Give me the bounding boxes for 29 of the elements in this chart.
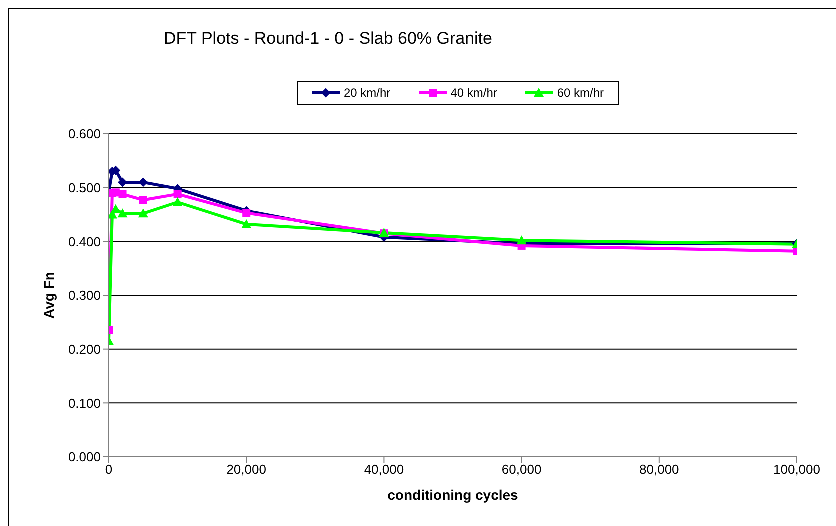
legend-label: 40 km/hr bbox=[450, 86, 498, 100]
point bbox=[516, 236, 527, 245]
legend-label: 60 km/hr bbox=[557, 86, 604, 100]
y-tick-label: 0.400 bbox=[68, 234, 101, 250]
point bbox=[138, 208, 148, 218]
legend-label: 20 km/hr bbox=[344, 86, 391, 100]
y-tick-label: 0.200 bbox=[68, 342, 101, 357]
chart-title: DFT Plots - Round-1 - 0 - Slab 60% Granite bbox=[164, 29, 492, 49]
y-tick-label: 0.000 bbox=[68, 450, 101, 465]
y-tick-label: 0.500 bbox=[68, 180, 101, 196]
x-tick-label: 100,000 bbox=[774, 462, 820, 478]
y-tick-label: 0.600 bbox=[68, 126, 101, 142]
x-tick-label: 60,000 bbox=[502, 462, 542, 478]
point bbox=[172, 197, 183, 206]
point bbox=[242, 219, 252, 228]
y-tick-label: 0.100 bbox=[68, 396, 101, 411]
y-axis-title: Avg Fn bbox=[40, 272, 57, 319]
x-axis-title: conditioning cycles bbox=[388, 487, 519, 503]
x-tick-label: 0 bbox=[105, 462, 113, 478]
y-tick-label: 0.300 bbox=[68, 288, 101, 304]
x-tick-label: 80,000 bbox=[640, 462, 680, 478]
point bbox=[118, 208, 128, 218]
point bbox=[242, 209, 251, 218]
x-tick-label: 40,000 bbox=[364, 462, 404, 478]
x-tick-label: 20,000 bbox=[226, 462, 266, 478]
point bbox=[118, 190, 127, 198]
point bbox=[139, 196, 148, 204]
point bbox=[174, 190, 182, 198]
point bbox=[112, 188, 120, 197]
